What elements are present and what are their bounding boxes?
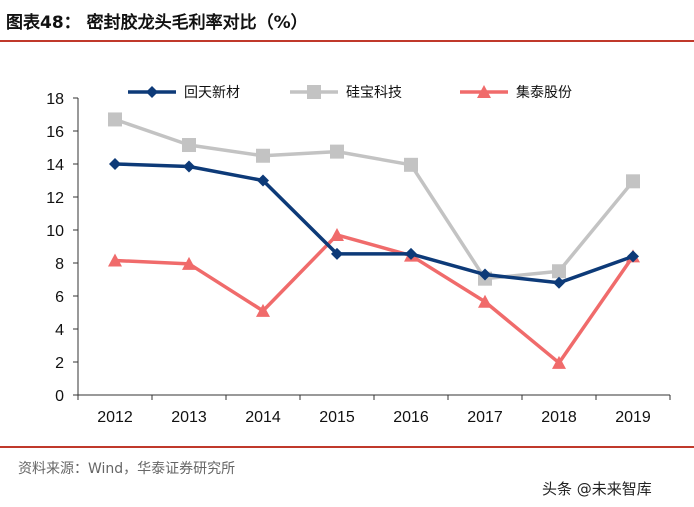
legend-label: 回天新材	[184, 85, 240, 101]
legend-marker	[307, 85, 321, 99]
y-tick-label: 16	[46, 124, 64, 141]
data-point	[108, 253, 122, 267]
data-point	[627, 250, 639, 263]
y-tick-label: 12	[46, 190, 64, 207]
y-tick-label: 6	[55, 289, 64, 306]
data-point	[257, 174, 269, 187]
top-divider	[0, 40, 694, 42]
series-硅宝科技	[108, 112, 640, 286]
data-point	[552, 264, 566, 279]
data-point	[108, 112, 122, 127]
source-note: 资料来源：Wind，华泰证券研究所	[18, 461, 236, 477]
data-point	[182, 256, 196, 270]
data-point	[256, 303, 270, 317]
y-tick-label: 0	[55, 388, 64, 405]
data-point	[404, 157, 418, 172]
legend-marker	[477, 85, 491, 98]
data-point	[626, 174, 640, 189]
x-tick-label: 2012	[97, 409, 133, 426]
legend-item: 集泰股份	[460, 84, 572, 101]
legend-item: 硅宝科技	[290, 85, 402, 101]
data-point	[479, 268, 491, 281]
x-tick-label: 2017	[467, 409, 503, 426]
series-line	[114, 117, 635, 281]
x-tick-label: 2019	[615, 409, 651, 426]
data-point	[109, 158, 121, 170]
axis-ticks: 0 2 4 6 8 10 12 14 16 18 2012 2013 2014 2015 2016 2017 2…	[46, 91, 671, 426]
legend-marker	[146, 86, 158, 98]
legend-item: 回天新材	[128, 85, 240, 101]
chart-legend: 回天新材 硅宝科技 集泰股份	[128, 84, 572, 101]
y-tick-label: 14	[46, 157, 64, 174]
data-point	[330, 227, 344, 241]
y-tick-label: 4	[55, 322, 64, 339]
y-tick-label: 18	[46, 91, 64, 108]
data-point	[405, 247, 417, 260]
x-tick-label: 2016	[393, 409, 429, 426]
x-tick-label: 2015	[319, 409, 355, 426]
legend-label: 硅宝科技	[346, 85, 402, 101]
data-point	[331, 247, 343, 260]
bottom-divider	[0, 446, 694, 448]
legend-label: 集泰股份	[516, 84, 572, 101]
x-tick-label: 2013	[171, 409, 207, 426]
x-tick-label: 2014	[245, 409, 281, 426]
y-tick-label: 10	[46, 223, 64, 240]
series-回天新材	[109, 158, 639, 289]
data-point	[553, 276, 565, 289]
y-tick-label: 2	[55, 355, 64, 372]
y-tick-label: 8	[55, 256, 64, 273]
data-point	[183, 160, 195, 173]
data-point	[330, 144, 344, 159]
x-tick-label: 2018	[541, 409, 577, 426]
chart-series	[108, 112, 640, 369]
watermark: 头条 @未来智库	[542, 480, 652, 498]
data-point	[256, 148, 270, 163]
data-point	[478, 294, 492, 308]
series-line	[114, 162, 634, 285]
chart-title: 图表48： 密封胶龙头毛利率对比（%）	[6, 13, 308, 33]
line-chart: 0 2 4 6 8 10 12 14 16 18 2012 2013 2014 2015 2016 2017 2…	[46, 84, 671, 426]
data-point	[552, 355, 566, 369]
series-集泰股份	[108, 227, 640, 369]
series-line	[114, 233, 635, 365]
data-point	[182, 138, 196, 153]
